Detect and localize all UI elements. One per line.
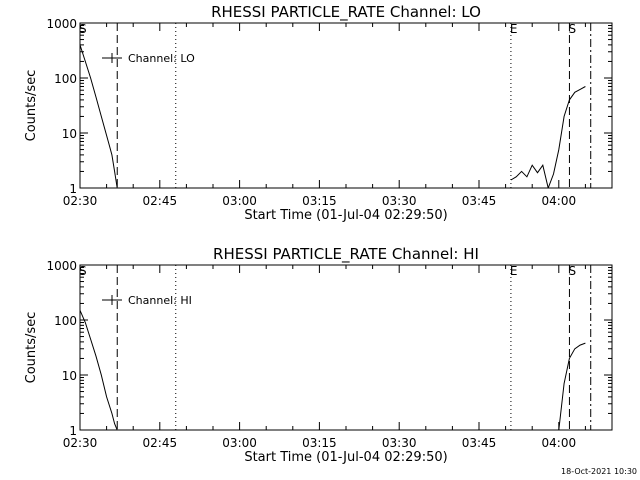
series-line [80, 44, 118, 188]
x-tick-label: 02:30 [63, 436, 98, 450]
x-axis-label: Start Time (01-Jul-04 02:29:50) [244, 450, 447, 465]
x-tick-label: 03:45 [462, 436, 497, 450]
y-tick-label: 100 [54, 314, 77, 328]
series-line [510, 86, 586, 188]
x-tick-label: 03:45 [462, 194, 497, 208]
event-marker-label: S [568, 22, 576, 36]
chart-panel-hi: RHESSI PARTICLE_RATE Channel: HI 1 10 100 10… [24, 245, 613, 465]
series-line [80, 310, 118, 430]
y-tick-label: 1000 [46, 17, 77, 31]
event-marker-label: S [79, 22, 87, 36]
y-tick-label: 1 [69, 424, 77, 438]
chart-title: RHESSI PARTICLE_RATE Channel: HI [213, 245, 479, 264]
x-tick-label: 02:45 [143, 436, 178, 450]
series-line [558, 342, 586, 430]
y-axis-label: Counts/sec [24, 70, 39, 142]
footer-timestamp: 18-Oct-2021 10:30 [561, 467, 637, 476]
x-tick-label: 03:15 [302, 194, 337, 208]
x-tick-label: 04:00 [542, 436, 577, 450]
y-tick-label: 1000 [46, 259, 77, 273]
y-axis-label: Counts/sec [24, 312, 39, 384]
x-tick-label: 03:30 [382, 194, 417, 208]
event-marker-label: S [568, 264, 576, 278]
x-tick-label: 04:00 [542, 194, 577, 208]
x-tick-label: 03:30 [382, 436, 417, 450]
legend-label: Channel: LO [128, 52, 195, 65]
x-tick-label: 03:00 [222, 436, 257, 450]
plot-frame [79, 264, 613, 431]
chart-title: RHESSI PARTICLE_RATE Channel: LO [211, 3, 481, 22]
y-tick-label: 10 [62, 127, 77, 141]
y-tick-label: 10 [62, 369, 77, 383]
x-tick-label: 03:00 [222, 194, 257, 208]
plot-frame [79, 22, 613, 189]
x-axis-label: Start Time (01-Jul-04 02:29:50) [244, 208, 447, 223]
event-marker-label: E [510, 22, 518, 36]
y-tick-label: 1 [69, 182, 77, 196]
x-tick-label: 02:45 [143, 194, 178, 208]
event-marker-label: S [79, 264, 87, 278]
event-marker-label: E [510, 264, 518, 278]
legend-label: Channel: HI [128, 294, 192, 307]
chart-panel-lo: RHESSI PARTICLE_RATE Channel: LO 1 10 100 10… [24, 3, 613, 223]
x-tick-label: 03:15 [302, 436, 337, 450]
x-tick-label: 02:30 [63, 194, 98, 208]
y-tick-label: 100 [54, 72, 77, 86]
